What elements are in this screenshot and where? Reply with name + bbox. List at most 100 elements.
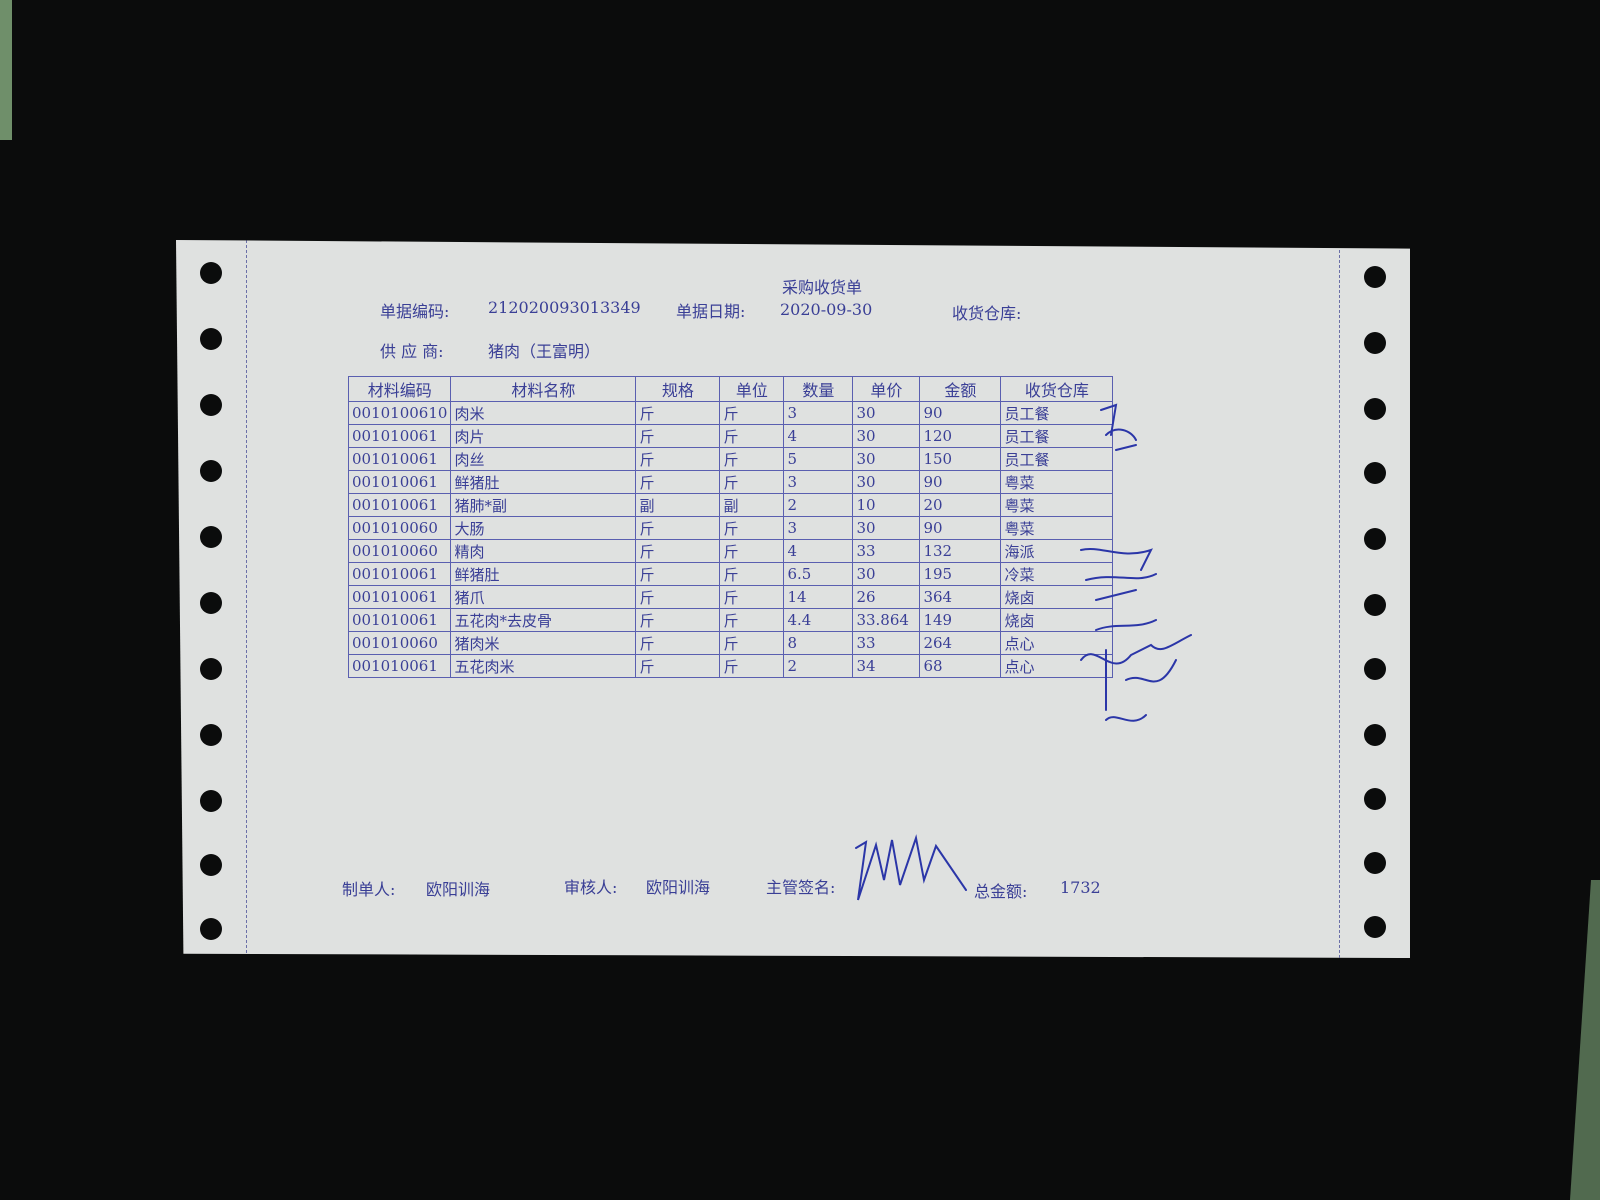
table-cell: 26: [852, 585, 921, 609]
table-cell: 001010061: [347, 493, 452, 517]
table-cell: 001010060: [347, 516, 452, 540]
sprocket-hole: [200, 918, 222, 940]
maker: 欧阳训海: [426, 880, 491, 899]
table-cell: 肉米: [450, 401, 637, 425]
receipt-paper: 采购收货单 单据编码: 212020093013349 单据日期: 2020-0…: [176, 240, 1410, 958]
table-cell: 斤: [635, 539, 721, 563]
supervisor-signature: [855, 834, 967, 901]
table-cell: 斤: [719, 424, 785, 448]
column-header: 规格: [635, 376, 721, 402]
table-cell: 20: [919, 493, 1002, 517]
table-cell: 点心: [1000, 631, 1114, 655]
table-cell: 点心: [1000, 654, 1114, 678]
sprocket-hole: [200, 526, 222, 548]
table-cell: 30: [852, 470, 921, 494]
sprocket-hole: [1364, 788, 1386, 810]
sprocket-hole: [200, 658, 222, 680]
sprocket-hole: [200, 724, 222, 746]
table-cell: 斤: [719, 401, 785, 425]
document-title: 采购收货单: [782, 278, 863, 297]
table-row: 001010061 肉片斤斤 4 30 120 员工餐: [347, 424, 1114, 448]
table-cell: 粤菜: [1000, 470, 1114, 494]
supervisor-label: 主管签名:: [766, 878, 836, 897]
sprocket-hole: [200, 790, 222, 812]
date-label: 单据日期:: [676, 302, 746, 321]
side-signature: [1080, 403, 1192, 722]
table-cell: 001010061: [347, 562, 452, 586]
table-row: 001010061 猪肺*副副副 2 10 20 粤菜: [347, 493, 1114, 517]
table-row: 001010061 鲜猪肚斤斤 6.5 30 195 冷菜: [347, 562, 1114, 586]
table-header-row: 材料编码 材料名称 规格 单位 数量 单价 金额 收货仓库: [347, 376, 1114, 402]
supplier: 猪肉（王富明）: [488, 342, 601, 361]
table-cell: 斤: [635, 585, 721, 609]
table-cell: 149: [919, 608, 1002, 632]
table-row: 001010060 大肠斤斤 3 30 90 粤菜: [347, 516, 1114, 540]
table-row: 001010060 精肉斤斤 4 33 132 海派: [347, 539, 1114, 563]
maker-label: 制单人:: [342, 880, 396, 899]
sprocket-hole: [1364, 398, 1386, 420]
table-cell: 海派: [1000, 539, 1114, 563]
table-cell: 猪肉米: [450, 631, 637, 655]
table-cell: 120: [919, 424, 1002, 448]
table-cell: 斤: [719, 447, 785, 471]
column-header: 材料名称: [450, 376, 637, 402]
table-cell: 猪爪: [450, 585, 637, 609]
table-cell: 五花肉米: [450, 654, 637, 678]
table-cell: 6.5: [783, 562, 854, 586]
sprocket-hole: [200, 460, 222, 482]
sprocket-hole: [200, 592, 222, 614]
table-cell: 68: [919, 654, 1002, 678]
table-cell: 2: [783, 493, 854, 517]
sprocket-strip-left: [176, 240, 247, 958]
table-cell: 001010061: [347, 470, 452, 494]
table-cell: 斤: [719, 516, 785, 540]
sprocket-hole: [1364, 594, 1386, 616]
table-cell: 员工餐: [1000, 424, 1114, 448]
reviewer: 欧阳训海: [646, 878, 711, 897]
table-cell: 8: [783, 631, 854, 655]
table-row: 001010061 猪爪斤斤 14 26 364 烧卤: [347, 585, 1114, 609]
table-cell: 90: [919, 470, 1002, 494]
table-cell: 烧卤: [1000, 608, 1114, 632]
sprocket-hole: [1364, 658, 1386, 680]
table-cell: 10: [852, 493, 921, 517]
table-cell: 斤: [719, 654, 785, 678]
table-row: 001010061 肉丝斤斤 5 30 150 员工餐: [347, 447, 1114, 471]
table-cell: 烧卤: [1000, 585, 1114, 609]
sprocket-hole: [200, 328, 222, 350]
total-label: 总金额:: [974, 882, 1028, 901]
table-cell: 斤: [635, 562, 721, 586]
table-row: 001010061 五花肉米斤斤 2 34 68 点心: [347, 654, 1114, 678]
doc-no: 212020093013349: [488, 298, 641, 317]
sprocket-hole: [200, 854, 222, 876]
sprocket-hole: [1364, 462, 1386, 484]
table-cell: 30: [852, 401, 921, 425]
handwritten-signatures: [855, 403, 1192, 901]
sprocket-hole: [1364, 266, 1386, 288]
table-cell: 195: [919, 562, 1002, 586]
column-header: 单价: [852, 376, 921, 402]
background-edge: [1570, 880, 1600, 1200]
table-cell: 33.864: [852, 608, 921, 632]
sprocket-hole: [1364, 332, 1386, 354]
table-cell: 33: [852, 539, 921, 563]
table-cell: 斤: [635, 401, 721, 425]
table-cell: 14: [783, 585, 854, 609]
items-table: 材料编码 材料名称 规格 单位 数量 单价 金额 收货仓库 0010100610 肉米斤斤 3 30…: [347, 376, 1114, 678]
column-header: 材料编码: [347, 376, 452, 402]
table-cell: 30: [852, 424, 921, 448]
table-cell: 精肉: [450, 539, 637, 563]
table-cell: 冷菜: [1000, 562, 1114, 586]
table-cell: 斤: [635, 631, 721, 655]
table-cell: 副: [635, 493, 721, 517]
table-cell: 364: [919, 585, 1002, 609]
table-row: 001010060 猪肉米斤斤 8 33 264 点心: [347, 631, 1114, 655]
sprocket-hole: [1364, 528, 1386, 550]
table-cell: 001010061: [347, 447, 452, 471]
table-cell: 001010060: [347, 631, 452, 655]
table-cell: 2: [783, 654, 854, 678]
table-cell: 斤: [719, 470, 785, 494]
table-cell: 斤: [635, 654, 721, 678]
table-cell: 斤: [719, 585, 785, 609]
sprocket-strip-right: [1339, 240, 1410, 958]
